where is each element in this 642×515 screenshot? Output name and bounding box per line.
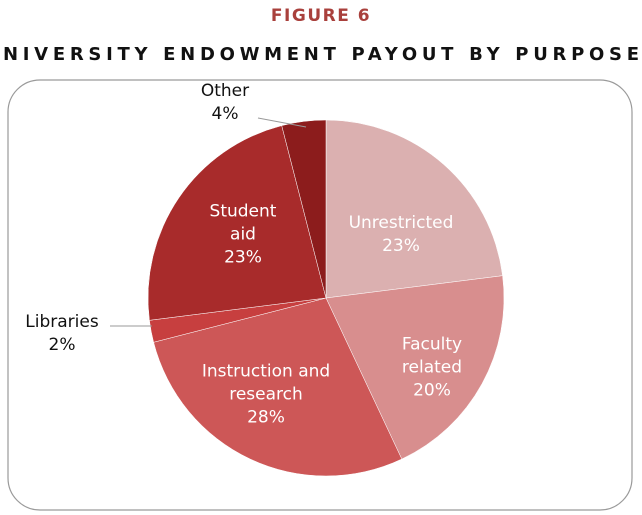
- slice-label: Other 4%: [190, 80, 260, 126]
- chart-title: FIGURE 6: [271, 6, 371, 26]
- pie-slice: [281, 119, 327, 299]
- chart-subtitle: NIVERSITY ENDOWMENT PAYOUT BY PURPOSE: [3, 44, 639, 65]
- pie-slice: [147, 125, 327, 321]
- slice-value: 23%: [382, 236, 420, 256]
- slice-label: Unrestricted 23%: [331, 212, 471, 258]
- leader-line: [257, 117, 307, 128]
- slice-category: Unrestricted: [348, 213, 454, 233]
- slice-value: 28%: [247, 407, 285, 428]
- pie-slice: [325, 275, 505, 460]
- slice-value: 4%: [211, 104, 239, 124]
- slice-category: Other: [200, 81, 250, 101]
- slice-value: 20%: [413, 380, 451, 401]
- slice-value: 23%: [224, 247, 262, 268]
- slice-label: Libraries 2%: [12, 311, 112, 357]
- slice-label: Student aid 23%: [198, 201, 288, 270]
- slice-category: Student aid: [209, 201, 277, 245]
- slice-category: Libraries: [25, 312, 99, 332]
- slice-category: Faculty related: [401, 334, 463, 378]
- slice-category: Instruction and research: [201, 361, 331, 405]
- slice-value: 2%: [48, 335, 76, 355]
- slice-label: Instruction and research 28%: [191, 361, 341, 430]
- pie-slice: [325, 119, 503, 299]
- slice-label: Faculty related 20%: [387, 334, 477, 403]
- pie-slice: [153, 297, 403, 477]
